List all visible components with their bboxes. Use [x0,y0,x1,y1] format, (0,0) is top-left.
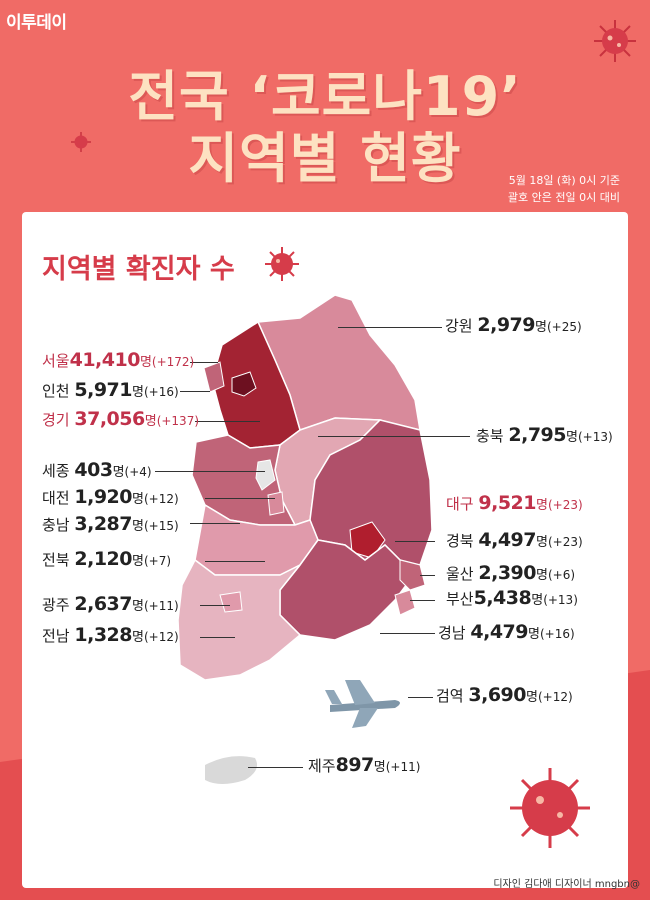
region-incheon [203,361,225,393]
label-gyeongnam: 경남 4,479명(+16) [438,621,575,643]
leader-line [248,767,303,768]
label-jeju: 제주897명(+11) [308,754,421,776]
region-ulsan [399,559,426,591]
label-daejeon: 대전 1,920명(+12) [42,486,179,508]
leader-line [195,421,260,422]
as-of-note: 5월 18일 (화) 0시 기준 괄호 안은 전일 0시 대비 [508,172,620,206]
leader-line [380,633,435,634]
label-jeonbuk: 전북 2,120명(+7) [42,548,172,570]
region-daejeon [267,491,285,516]
label-gyeonggi: 경기 37,056명(+137) [42,408,200,430]
as-of-comparison: 괄호 안은 전일 0시 대비 [507,191,620,204]
design-credit: 디자인 김다애 디자이너 mngbn@ [493,879,640,890]
label-quarantine: 검역 3,690명(+12) [436,684,573,706]
region-jeonnam [177,558,302,681]
leader-line [205,561,265,562]
label-jeonnam: 전남 1,328명(+12) [42,624,179,646]
leader-line [155,471,265,472]
region-jeju [205,756,258,784]
label-seoul: 서울41,410명(+172) [42,349,195,371]
leader-line [318,436,470,437]
brand-logo: 이투데이 [6,13,67,33]
label-gangwon: 강원 2,979명(+25) [445,314,582,336]
region-seoul [231,371,257,397]
leader-line [410,600,435,601]
label-chungnam: 충남 3,287명(+15) [42,513,179,535]
label-daegu: 대구 9,521명(+23) [446,492,583,514]
label-chungbuk: 충북 2,795명(+13) [476,424,613,446]
leader-line [180,391,210,392]
leader-line [420,575,435,576]
section-title: 지역별 확진자 수 [42,254,235,285]
virus-icon [71,132,91,152]
leader-line [200,605,230,606]
virus-icon [594,20,636,62]
page-title-line2: 지역별 현황 [188,127,462,190]
leader-line [338,327,442,328]
region-busan [394,589,416,616]
label-incheon: 인천 5,971명(+16) [42,379,179,401]
label-busan: 부산5,438명(+13) [446,587,578,609]
leader-line [395,541,435,542]
as-of-date: 5월 18일 (화) 0시 기준 [508,174,620,187]
region-gwangju [219,591,243,613]
region-sejong [255,459,276,491]
airplane-icon [325,680,400,728]
leader-line [205,498,275,499]
leader-line [190,523,240,524]
virus-icon [510,768,590,848]
label-ulsan: 울산 2,390명(+6) [446,562,576,584]
leader-line [190,362,218,363]
leader-line [200,637,235,638]
label-gwangju: 광주 2,637명(+11) [42,593,179,615]
page-title-line1: 전국 ‘코로나19’ [128,65,522,128]
label-gyeongbuk: 경북 4,497명(+23) [446,529,583,551]
leader-line [408,697,433,698]
virus-icon [265,247,299,281]
label-sejong: 세종 403명(+4) [42,459,152,481]
